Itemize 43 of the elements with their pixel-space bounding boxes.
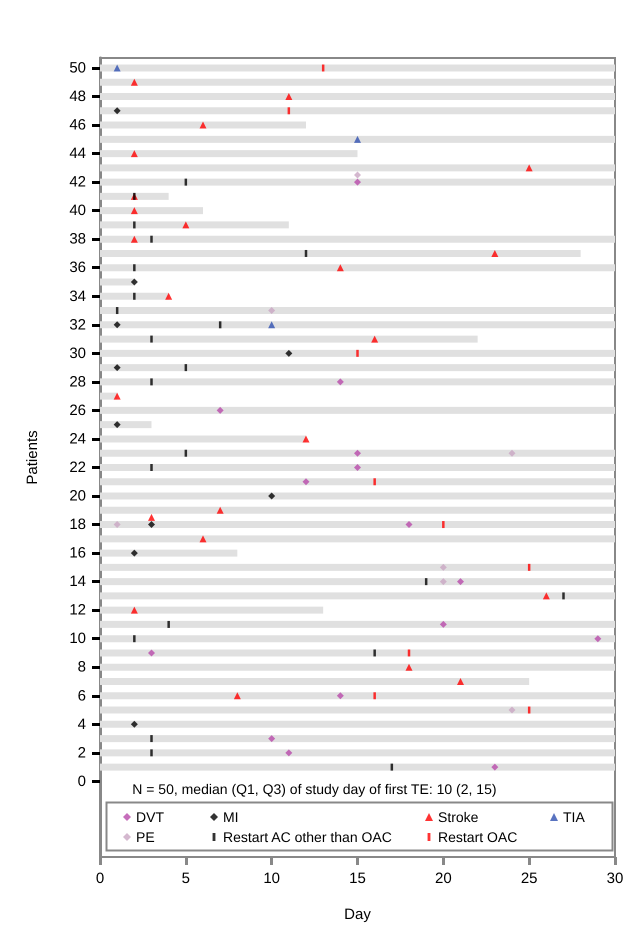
y-axis-title: Patients bbox=[24, 430, 41, 485]
legend-label: Restart OAC bbox=[438, 829, 518, 845]
y-tick-label: 8 bbox=[78, 658, 86, 676]
legend-label: Restart AC other than OAC bbox=[223, 829, 392, 845]
y-tick-label: 44 bbox=[69, 145, 86, 162]
y-tick-label: 20 bbox=[69, 488, 86, 505]
x-tick-label: 25 bbox=[520, 870, 538, 887]
y-tick-label: 24 bbox=[69, 430, 86, 448]
x-tick-label: 20 bbox=[434, 870, 452, 887]
y-tick-label: 26 bbox=[69, 402, 86, 419]
legend-label: TIA bbox=[563, 809, 586, 825]
y-tick-label: 32 bbox=[69, 316, 86, 334]
y-tick-label: 14 bbox=[69, 573, 86, 590]
legend-label: PE bbox=[136, 829, 155, 845]
x-axis-title: Day bbox=[344, 906, 372, 923]
y-tick-label: 18 bbox=[69, 516, 86, 534]
y-tick-label: 42 bbox=[69, 174, 86, 191]
y-tick-label: 12 bbox=[69, 602, 86, 619]
y-tick-label: 4 bbox=[78, 716, 86, 733]
y-tick-label: 46 bbox=[69, 116, 86, 134]
x-tick-label: 30 bbox=[606, 870, 624, 887]
legend-label: DVT bbox=[136, 809, 164, 825]
y-tick-label: 28 bbox=[69, 373, 86, 390]
y-tick-label: 30 bbox=[69, 344, 86, 362]
y-tick-label: 48 bbox=[69, 88, 86, 106]
legend-label: Stroke bbox=[438, 809, 479, 825]
x-tick-label: 10 bbox=[263, 870, 280, 887]
x-tick-label: 15 bbox=[349, 870, 366, 887]
y-tick-label: 34 bbox=[69, 288, 86, 305]
y-tick-label: 50 bbox=[69, 59, 86, 76]
y-tick-label: 16 bbox=[69, 544, 86, 562]
y-tick-label: 22 bbox=[69, 458, 86, 476]
y-tick-label: 2 bbox=[78, 744, 86, 762]
x-tick-label: 0 bbox=[96, 870, 104, 887]
y-tick-label: 36 bbox=[69, 259, 86, 276]
x-tick-label: 5 bbox=[182, 870, 190, 887]
legend-label: MI bbox=[223, 809, 239, 825]
y-tick-label: 10 bbox=[69, 630, 86, 648]
y-tick-label: 38 bbox=[69, 230, 86, 248]
y-tick-label: 0 bbox=[78, 772, 86, 790]
y-tick-label: 40 bbox=[69, 202, 86, 220]
annotation: N = 50, median (Q1, Q3) of study day of first TE: 10 (2, 15) bbox=[132, 781, 497, 797]
y-tick-label: 6 bbox=[78, 687, 86, 704]
